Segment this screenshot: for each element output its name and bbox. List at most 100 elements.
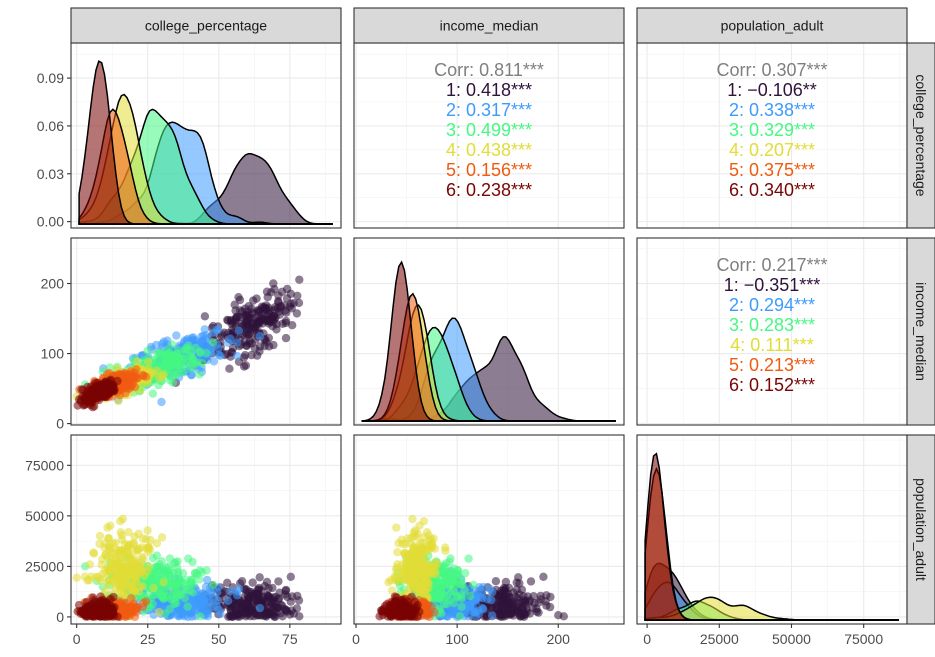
point-group-1 [281,606,291,615]
strip-top [636,7,908,44]
point-group-4 [121,550,131,560]
point-group-2 [233,338,242,347]
point-group-3 [195,370,204,379]
point-group-1 [242,610,252,619]
point-group-2 [178,611,187,620]
point-group-2 [232,351,242,361]
point-group-4 [101,550,110,559]
point-group-1 [293,291,302,300]
point-group-1 [271,592,280,602]
x-tick-label: 50000 [772,631,811,647]
point-group-4 [391,576,400,585]
point-group-3 [185,352,194,361]
strip-right-label: population_adult [913,478,929,581]
point-group-3 [167,340,177,349]
point-group-2 [157,397,166,407]
corr-group-6-label: 6: 0.152*** [729,375,815,395]
point-group-4 [400,550,409,559]
density-college_percentage-group-6 [78,60,333,225]
point-group-4 [152,539,162,548]
panel-border [70,237,342,426]
point-group-1 [295,275,304,284]
point-group-4 [117,531,127,540]
point-group-3 [440,592,449,602]
point-group-4 [85,560,95,569]
point-group-4 [393,560,402,569]
point-group-6 [83,382,92,392]
point-group-2 [203,612,213,621]
point-group-1 [239,353,249,362]
point-group-3 [196,612,205,621]
point-group-1 [225,364,234,373]
point-group-3 [176,590,186,600]
point-group-1 [539,572,548,581]
point-group-4 [419,546,429,555]
point-group-1 [491,577,501,586]
x-tick-label: 200 [547,631,571,647]
point-group-3 [190,568,200,578]
point-group-4 [144,543,153,552]
point-group-2 [214,350,224,359]
point-group-2 [255,331,265,341]
point-group-4 [441,546,450,555]
point-group-2 [471,607,480,617]
point-group-1 [289,609,298,618]
point-group-3 [461,569,470,578]
strip-right [906,42,935,229]
point-group-4 [72,573,81,582]
point-group-3 [448,586,458,596]
point-group-1 [492,604,502,613]
point-group-1 [507,605,516,614]
point-group-5 [424,608,433,617]
corr-group-2-label: 2: 0.317*** [446,100,532,120]
point-group-4 [406,581,416,590]
panel-border [353,434,625,625]
point-group-5 [127,601,136,610]
point-group-4 [159,578,168,587]
point-group-1 [276,302,285,311]
y-tick-label: 0.00 [37,214,64,230]
point-group-3 [173,557,182,566]
point-group-6 [109,609,118,619]
point-group-6 [97,386,107,395]
point-group-4 [123,578,132,588]
y-tick-label: 0 [56,609,64,625]
point-group-1 [272,325,281,334]
point-group-1 [236,312,245,322]
point-group-6 [93,603,103,612]
point-group-2 [213,595,222,605]
point-group-2 [487,595,496,605]
point-group-1 [262,287,272,296]
point-group-3 [143,346,152,355]
point-group-2 [226,587,235,596]
point-group-4 [412,550,421,560]
point-group-1 [286,289,295,298]
point-group-1 [249,296,258,305]
point-group-3 [184,554,193,563]
point-group-4 [419,585,429,594]
x-tick-label: 25 [140,631,156,647]
point-group-1 [501,577,511,587]
point-group-6 [93,393,103,402]
corr-group-6-label: 6: 0.340*** [729,180,815,200]
point-group-1 [554,611,563,620]
point-group-1 [512,578,521,587]
point-group-1 [235,295,245,305]
scatter-college_percentage-vs-income_median [72,275,304,412]
strip-top-label: population_adult [721,18,824,34]
point-group-1 [530,599,539,608]
point-group-3 [469,580,478,590]
corr-group-5-label: 5: 0.156*** [446,160,532,180]
point-group-3 [464,554,473,563]
x-tick-label: 0 [643,631,651,647]
point-group-1 [264,315,273,325]
strip-top [353,7,625,44]
point-group-4 [123,544,132,553]
y-tick-label: 75000 [25,457,64,473]
point-group-6 [88,403,97,412]
panel-background [637,238,907,425]
corr-overall-label: Corr: 0.217*** [716,255,827,275]
point-group-4 [132,561,141,570]
point-group-1 [286,572,295,581]
